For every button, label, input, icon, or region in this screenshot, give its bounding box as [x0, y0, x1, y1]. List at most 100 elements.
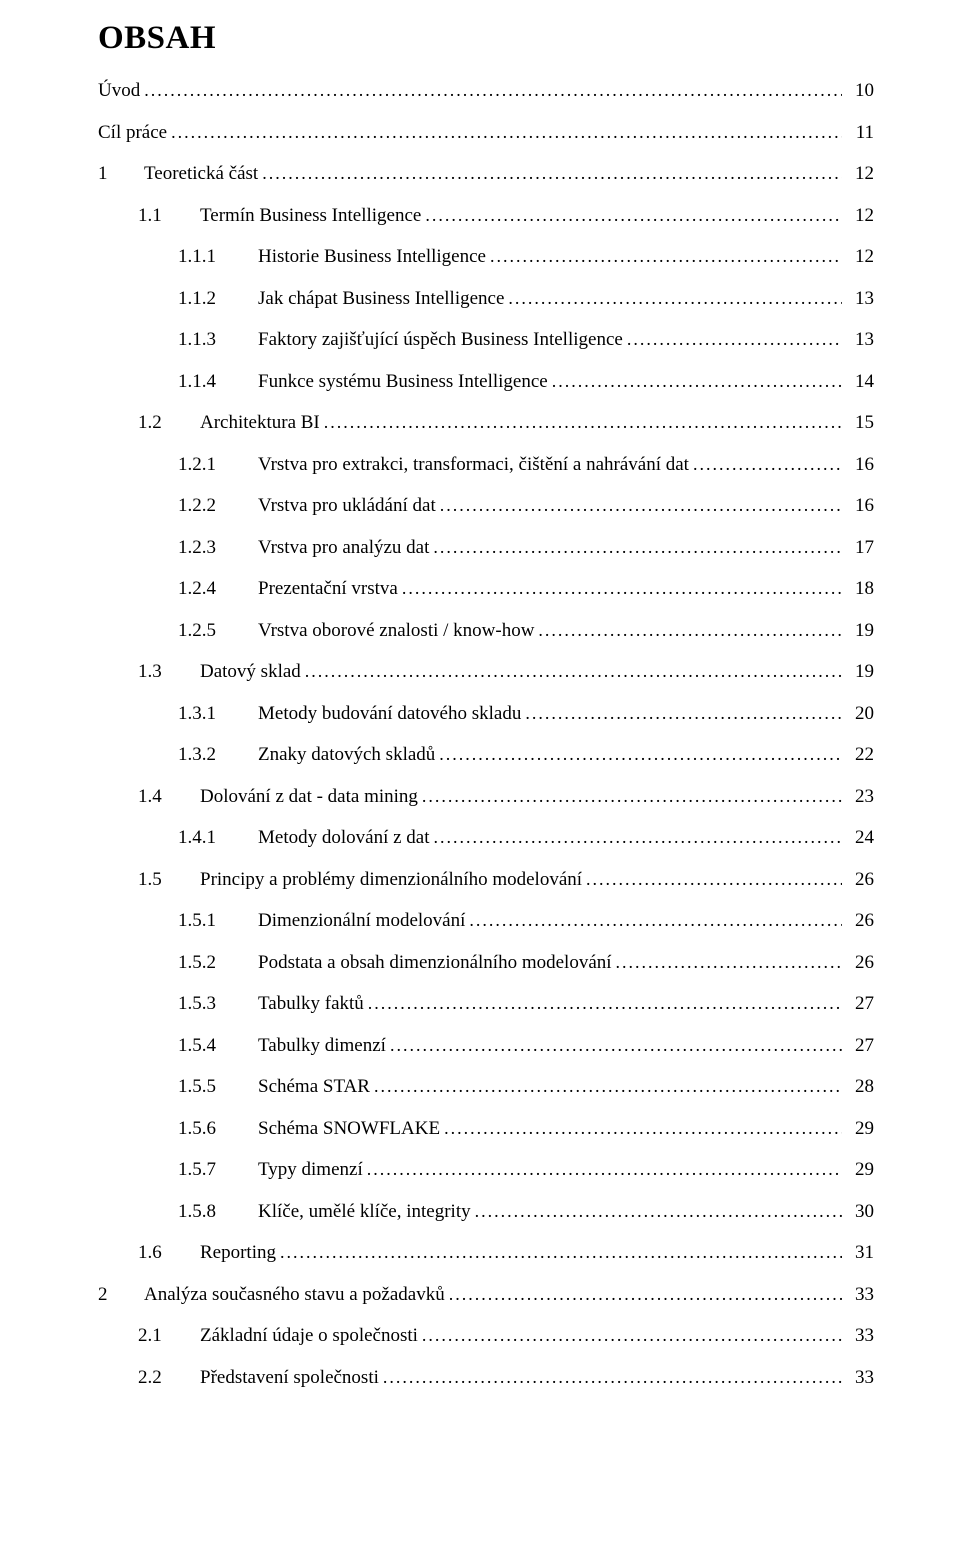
toc-dot-leader: [508, 289, 842, 307]
toc-entry-number: 1.5.6: [178, 1119, 258, 1138]
toc-entry-page: 30: [842, 1202, 874, 1221]
toc-entry-page: 26: [842, 911, 874, 930]
toc-entry-label: Základní údaje o společnosti: [200, 1326, 422, 1345]
toc-dot-leader: [627, 330, 842, 348]
toc-entry-number: 1.5.3: [178, 994, 258, 1013]
toc-entry-page: 12: [842, 247, 874, 266]
toc-entry-number: 1.1: [138, 206, 200, 225]
toc-dot-leader: [525, 704, 842, 722]
toc-entry-page: 17: [842, 538, 874, 557]
toc-entry: 1.1.1Historie Business Intelligence12: [98, 247, 874, 266]
toc-title: OBSAH: [98, 20, 874, 57]
toc-entry-label: Jak chápat Business Intelligence: [258, 289, 508, 308]
toc-entry-page: 19: [842, 621, 874, 640]
toc-entry-label: Tabulky faktů: [258, 994, 368, 1013]
toc-entry-number: 1.4: [138, 787, 200, 806]
toc-entry-number: 1.2.3: [178, 538, 258, 557]
toc-entry-label: Dimenzionální modelování: [258, 911, 469, 930]
toc-entry-page: 16: [842, 496, 874, 515]
toc-entry-number: 1.1.2: [178, 289, 258, 308]
toc-entry-number: 1.2.1: [178, 455, 258, 474]
toc-entry: 1.5.4Tabulky dimenzí27: [98, 1036, 874, 1055]
toc-entry-number: 1.3: [138, 662, 200, 681]
toc-entry-page: 29: [842, 1119, 874, 1138]
toc-entry-label: Podstata a obsah dimenzionálního modelov…: [258, 953, 616, 972]
toc-entry-number: 1: [98, 164, 144, 183]
toc-entry-number: 1.2.5: [178, 621, 258, 640]
toc-entry: 2.2Představení společnosti33: [98, 1368, 874, 1387]
toc-entry: 1.2.3Vrstva pro analýzu dat17: [98, 538, 874, 557]
toc-entry-number: 1.5.8: [178, 1202, 258, 1221]
toc-entry: 1.3.2Znaky datových skladů22: [98, 745, 874, 764]
toc-entry-label: Prezentační vrstva: [258, 579, 402, 598]
toc-entry-number: 1.1.4: [178, 372, 258, 391]
toc-entry-page: 29: [842, 1160, 874, 1179]
toc-entry-page: 33: [842, 1368, 874, 1387]
toc-dot-leader: [552, 372, 842, 390]
toc-entry-page: 23: [842, 787, 874, 806]
toc-entry-page: 31: [842, 1243, 874, 1262]
toc-entry-number: 1.4.1: [178, 828, 258, 847]
toc-entry-number: 1.6: [138, 1243, 200, 1262]
toc-entry: Úvod10: [98, 81, 874, 100]
toc-entry-page: 12: [842, 164, 874, 183]
toc-dot-leader: [374, 1077, 842, 1095]
toc-entry-label: Architektura BI: [200, 413, 324, 432]
toc-entry-page: 16: [842, 455, 874, 474]
toc-entry: 1.5Principy a problémy dimenzionálního m…: [98, 870, 874, 889]
toc-entry-label: Principy a problémy dimenzionálního mode…: [200, 870, 586, 889]
toc-entry: 1.2.5Vrstva oborové znalosti / know-how1…: [98, 621, 874, 640]
toc-entry-label: Metody dolování z dat: [258, 828, 434, 847]
toc-entry-label: Datový sklad: [200, 662, 305, 681]
toc-entry-page: 20: [842, 704, 874, 723]
toc-entry-number: 2: [98, 1285, 144, 1304]
toc-entry: 1.1.4Funkce systému Business Intelligenc…: [98, 372, 874, 391]
toc-entry-label: Cíl práce: [98, 123, 171, 142]
toc-entry-label: Vrstva pro ukládání dat: [258, 496, 440, 515]
toc-entry: 2.1Základní údaje o společnosti33: [98, 1326, 874, 1345]
toc-entry-label: Tabulky dimenzí: [258, 1036, 390, 1055]
toc-entry-page: 13: [842, 330, 874, 349]
toc-entry-label: Schéma STAR: [258, 1077, 374, 1096]
toc-dot-leader: [368, 994, 842, 1012]
toc-entry: 1.5.8Klíče, umělé klíče, integrity 30: [98, 1202, 874, 1221]
toc-dot-leader: [280, 1243, 842, 1261]
toc-dot-leader: [616, 953, 842, 971]
toc-entry-label: Klíče, umělé klíče, integrity: [258, 1202, 475, 1221]
toc-entry: 1.3Datový sklad 19: [98, 662, 874, 681]
toc-dot-leader: [402, 579, 842, 597]
toc-entry-page: 28: [842, 1077, 874, 1096]
toc-entry-page: 18: [842, 579, 874, 598]
toc-dot-leader: [433, 538, 842, 556]
toc-entry: 1Teoretická část 12: [98, 164, 874, 183]
toc-entry-label: Dolování z dat - data mining: [200, 787, 422, 806]
toc-entry: Cíl práce 11: [98, 123, 874, 142]
toc-dot-leader: [439, 745, 842, 763]
toc-dot-leader: [171, 123, 842, 141]
toc-dot-leader: [440, 496, 842, 514]
toc-entry-page: 22: [842, 745, 874, 764]
toc-entry: 1.5.5Schéma STAR 28: [98, 1077, 874, 1096]
toc-entry-number: 1.5.4: [178, 1036, 258, 1055]
toc-entry-number: 2.1: [138, 1326, 200, 1345]
toc-dot-leader: [444, 1119, 842, 1137]
toc-entry: 1.5.7Typy dimenzí 29: [98, 1160, 874, 1179]
toc-entry-page: 26: [842, 953, 874, 972]
toc-entry-label: Typy dimenzí: [258, 1160, 367, 1179]
toc-entry: 1.3.1Metody budování datového skladu20: [98, 704, 874, 723]
toc-dot-leader: [422, 1326, 842, 1344]
toc-entry-number: 1.5.2: [178, 953, 258, 972]
toc-entry-number: 1.5.5: [178, 1077, 258, 1096]
toc-entry-label: Teoretická část: [144, 164, 262, 183]
toc-dot-leader: [144, 81, 842, 99]
toc-entry: 1.2.4Prezentační vrstva18: [98, 579, 874, 598]
toc-entry-page: 11: [842, 123, 874, 142]
toc-entry-page: 19: [842, 662, 874, 681]
toc-entry-number: 1.5.7: [178, 1160, 258, 1179]
toc-entry: 1.4Dolování z dat - data mining 23: [98, 787, 874, 806]
toc-entry: 1.1Termín Business Intelligence12: [98, 206, 874, 225]
toc-entry: 1.1.3Faktory zajišťující úspěch Business…: [98, 330, 874, 349]
toc-entry-label: Analýza současného stavu a požadavků: [144, 1285, 449, 1304]
toc-entry-number: 1.5.1: [178, 911, 258, 930]
toc-entry-label: Historie Business Intelligence: [258, 247, 490, 266]
